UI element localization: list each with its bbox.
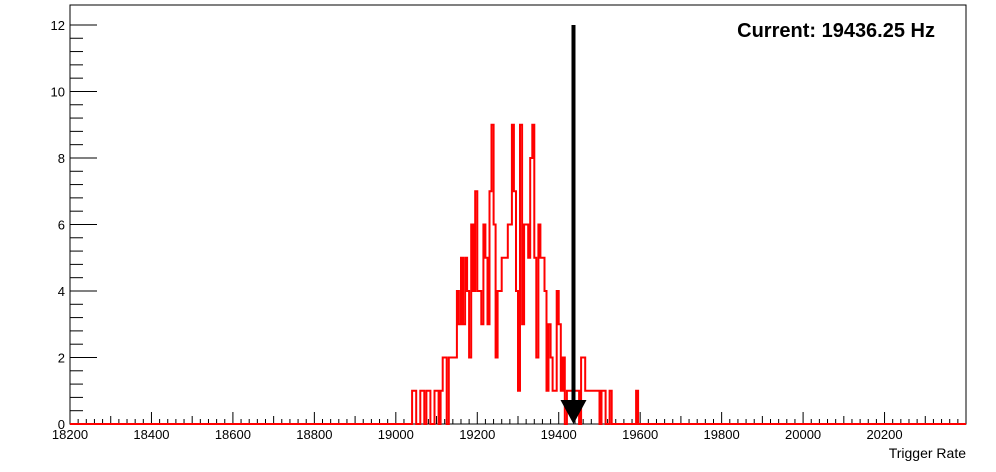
x-tick-label: 19000 bbox=[378, 427, 414, 442]
x-tick-label: 19800 bbox=[704, 427, 740, 442]
y-tick-label: 2 bbox=[58, 350, 65, 365]
x-axis-title: Trigger Rate bbox=[889, 445, 967, 461]
y-axis: 0 2 4 6 8 10 12 bbox=[51, 18, 97, 432]
x-tick-label: 20200 bbox=[866, 427, 902, 442]
y-tick-label: 8 bbox=[58, 151, 65, 166]
y-tick-label: 4 bbox=[58, 284, 65, 299]
x-tick-label: 19600 bbox=[622, 427, 658, 442]
x-tick-label: 20000 bbox=[785, 427, 821, 442]
current-rate-arrow bbox=[560, 24, 587, 424]
x-tick-label: 19200 bbox=[459, 427, 495, 442]
arrow-head bbox=[560, 400, 587, 424]
y-tick-label: 10 bbox=[51, 84, 65, 99]
y-tick-label: 6 bbox=[58, 217, 65, 232]
x-axis: 18200 18400 18600 18800 19000 19200 19400 19600… bbox=[52, 412, 959, 442]
y-tick-label: 0 bbox=[58, 417, 65, 432]
x-tick-label: 18400 bbox=[133, 427, 169, 442]
histogram-series bbox=[70, 123, 966, 425]
x-tick-label: 19400 bbox=[541, 427, 577, 442]
current-rate-annotation: Current: 19436.25 Hz bbox=[737, 20, 935, 42]
x-tick-label: 18800 bbox=[296, 427, 332, 442]
x-tick-label: 18200 bbox=[52, 427, 88, 442]
y-tick-label: 12 bbox=[51, 18, 65, 33]
x-tick-label: 18600 bbox=[215, 427, 251, 442]
